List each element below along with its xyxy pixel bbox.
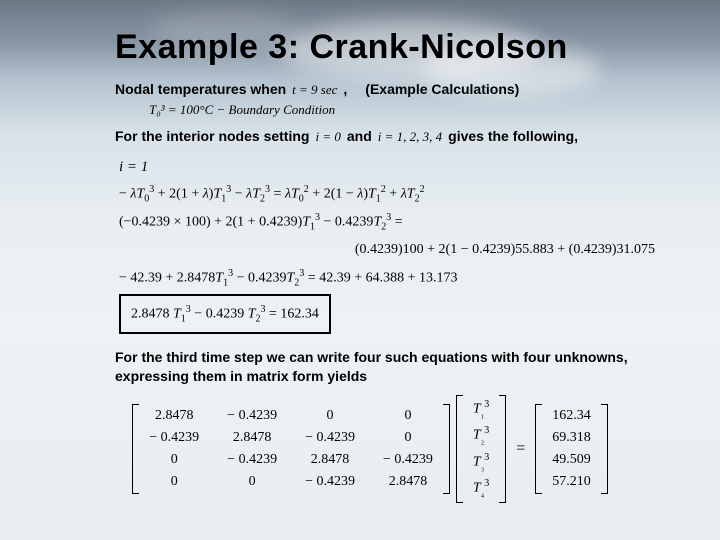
math-boundary-condition: T₀³ = 100°C − Boundary Condition [149,102,665,118]
paragraph-matrix-intro: For the third time step we can write fou… [115,348,665,384]
equation-block: − λT03 + 2(1 + λ)T13 − λT23 = λT02 + 2(1… [119,180,665,334]
math-t9sec: t = 9 sec [292,82,337,98]
eq-row-1: − λT03 + 2(1 + λ)T13 − λT23 = λT02 + 2(1… [119,180,665,208]
eq-row-2b: (0.4239)100 + 2(1 − 0.4239)55.883 + (0.4… [119,237,665,264]
math-i-equals-1: i = 1 [119,159,665,176]
eq-row-2: (−0.4239 × 100) + 2(1 + 0.4239)T13 − 0.4… [119,208,665,236]
math-i1234: i = 1, 2, 3, 4 [378,129,442,145]
text-comma: , [343,81,347,97]
vector-b: 162.3469.31849.50957.210 [535,404,608,494]
text-and: and [347,128,372,144]
text-gives: gives the following, [448,128,578,144]
text-nodal-a: Nodal temperatures when [115,81,286,97]
text-example-calc: (Example Calculations) [365,81,519,97]
matrix-A: 2.8478− 0.423900− 0.42392.8478− 0.423900… [132,404,450,494]
equals-sign: = [512,440,529,458]
slide-title: Example 3: Crank-Nicolson [115,28,665,67]
line-interior: For the interior nodes setting i = 0 and… [115,128,665,145]
eq-row-3: − 42.39 + 2.8478T13 − 0.4239T23 = 42.39 … [119,264,665,292]
eq-boxed-result: 2.8478 T13 − 0.4239 T23 = 162.34 [119,294,331,334]
vector-x: T₁3T₂3T₃3T₄3 [456,395,506,503]
text-interior-a: For the interior nodes setting [115,128,309,144]
math-i0: i = 0 [315,129,340,145]
line-nodal: Nodal temperatures when t = 9 sec , (Exa… [115,81,665,98]
matrix-equation: 2.8478− 0.423900− 0.42392.8478− 0.423900… [75,395,665,503]
